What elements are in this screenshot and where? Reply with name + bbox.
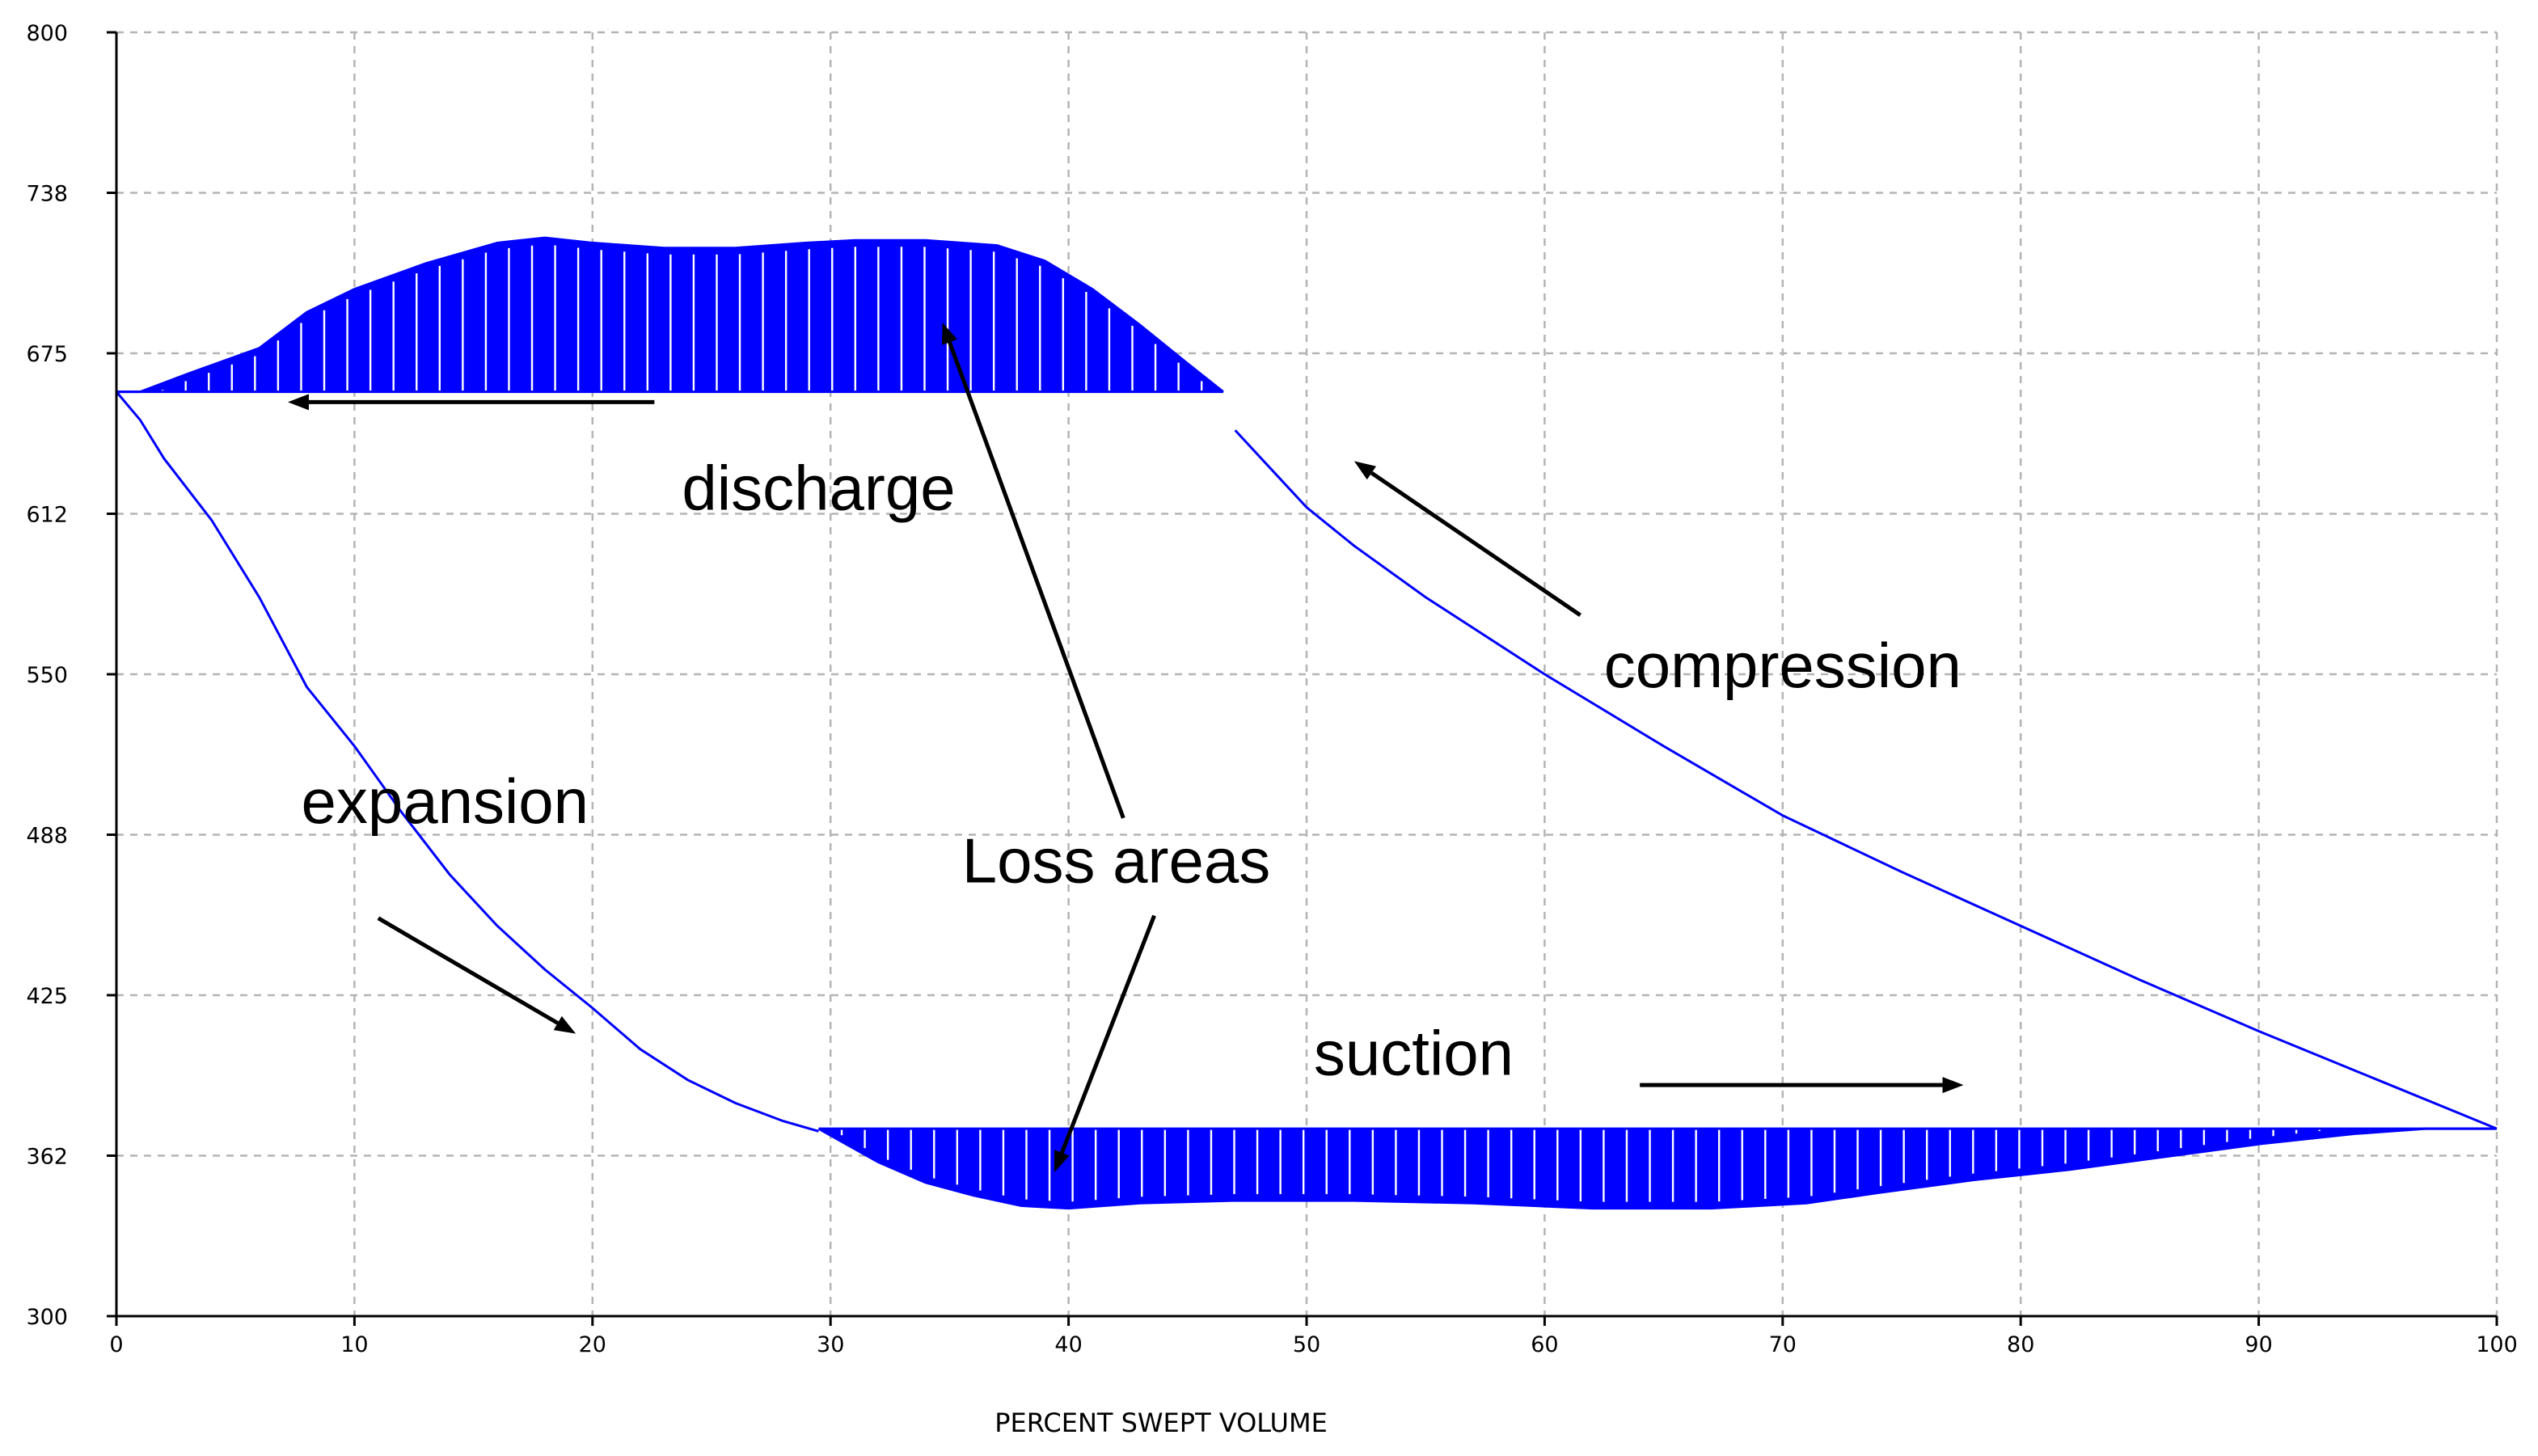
expansion-curve [115, 390, 819, 1133]
x-tick-label: 90 [2245, 1332, 2272, 1357]
arrowhead [1942, 1077, 1964, 1094]
y-tick-label: 300 [26, 1305, 68, 1330]
x-tick-label: 70 [1769, 1332, 1797, 1357]
discharge-curve [116, 236, 1224, 394]
y-tick-label: 488 [26, 824, 68, 849]
arrow-loss-areas-bottom [1054, 914, 1156, 1173]
y-tick-label: 612 [26, 503, 68, 528]
x-tick-label: 80 [2007, 1332, 2034, 1357]
x-tick-label: 100 [2476, 1332, 2518, 1357]
arrowhead [287, 394, 309, 411]
compression-curve [1234, 429, 2498, 1130]
arrow-discharge [287, 394, 655, 411]
y-ticks: 300 362 425 488 550 612 675 738 800 [26, 21, 116, 1330]
pressure-volume-trace [115, 236, 2498, 1210]
x-tick-label: 60 [1531, 1332, 1558, 1357]
annotations: discharge compression expansion Loss areas s… [301, 453, 1961, 1089]
x-axis-title: PERCENT SWEPT VOLUME [995, 1407, 1328, 1438]
y-tick-label: 800 [26, 21, 68, 46]
x-tick-label: 0 [109, 1332, 123, 1357]
y-tick-label: 425 [26, 984, 68, 1009]
annotation-expansion: expansion [301, 766, 589, 837]
x-tick-label: 50 [1293, 1332, 1320, 1357]
annotation-discharge: discharge [682, 453, 955, 524]
annotation-compression: compression [1604, 630, 1962, 701]
arrow-loss-areas-top [942, 322, 1125, 819]
suction-curve [817, 1127, 2497, 1210]
x-tick-label: 20 [579, 1332, 606, 1357]
suction-loss-area [818, 1129, 2497, 1209]
y-tick-label: 362 [26, 1145, 68, 1170]
arrow-compression [1353, 461, 1581, 618]
x-tick-label: 10 [340, 1332, 368, 1357]
annotation-suction: suction [1314, 1017, 1514, 1088]
arrowhead [553, 1015, 576, 1034]
arrowhead [1353, 461, 1376, 480]
y-tick-label: 738 [26, 182, 68, 207]
y-tick-label: 675 [26, 342, 68, 367]
arrow-expansion [377, 916, 576, 1034]
annotation-loss-areas: Loss areas [962, 825, 1271, 896]
arrow-shaft [948, 341, 1125, 819]
arrows [287, 322, 1964, 1173]
arrowhead [1054, 1150, 1070, 1173]
x-tick-label: 30 [817, 1332, 844, 1357]
arrow-shaft [377, 916, 560, 1025]
arrow-suction [1640, 1077, 1964, 1094]
arrow-shaft [1370, 471, 1581, 618]
arrowhead [942, 322, 957, 345]
y-tick-label: 550 [26, 663, 68, 688]
x-ticks: 0 10 20 30 40 50 60 70 80 90 100 [109, 1316, 2518, 1357]
arrow-shaft [1060, 914, 1156, 1154]
x-tick-label: 40 [1054, 1332, 1082, 1357]
